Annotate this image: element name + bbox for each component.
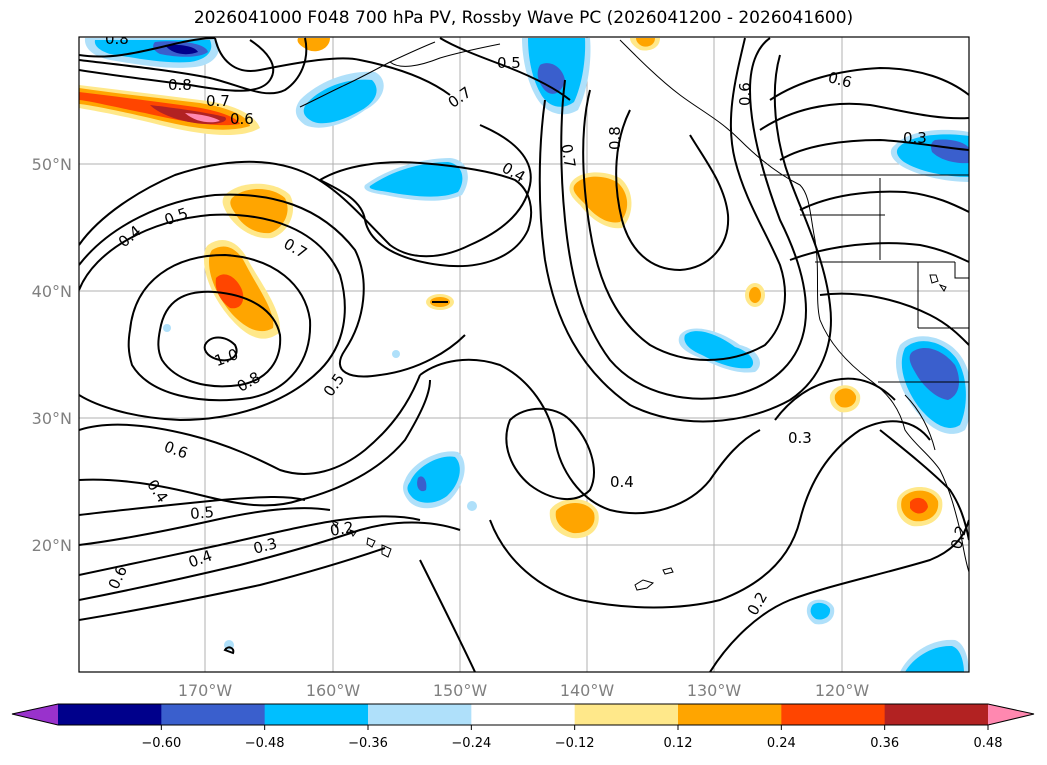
lat-label: 30°N [32, 409, 72, 428]
colorbar-tick-label: −0.24 [451, 736, 491, 751]
contour-label: 0.2 [947, 523, 971, 551]
contour-label: 0.4 [610, 473, 634, 491]
colorbar-cells [58, 704, 989, 725]
colorbar-tick-label: −0.12 [555, 736, 595, 751]
contour-label: 0.5 [497, 54, 521, 72]
contour-label: 0.3 [788, 429, 812, 447]
colorbar-tick-label: 0.24 [767, 736, 796, 751]
colorbar-extend-low [12, 704, 58, 725]
map-frame [78, 36, 970, 673]
colorbar-cell [574, 704, 679, 725]
colorbar-outline [11, 703, 1035, 726]
colorbar-cell [58, 704, 162, 725]
colorbar-ticks: −0.60 −0.48 −0.36 −0.24 −0.12 0.12 0.24 0.36 0.4… [141, 725, 1003, 751]
colorbar-tick-label: −0.60 [141, 736, 181, 751]
colorbar-tick-label: −0.48 [245, 736, 285, 751]
map-content: 0.8 0.8 0.7 0.6 0.5 0.7 0.4 0.7 0.8 0.6 … [79, 30, 971, 672]
contour-label: 0.5 [189, 503, 214, 523]
longitude-labels: 170°W 160°W 150°W 140°W 130°W 120°W [178, 681, 870, 700]
contour-label: 0.6 [230, 110, 254, 128]
contour-label: 0.3 [903, 129, 927, 147]
lon-label: 170°W [178, 681, 233, 700]
colorbar-tick-label: 0.12 [664, 736, 693, 751]
colorbar-extend-high [988, 704, 1034, 725]
map-background [79, 37, 969, 672]
contour-label: 0.2 [329, 518, 356, 540]
chart-title: 2026041000 F048 700 hPa PV, Rossby Wave … [193, 8, 854, 28]
colorbar-cell [884, 704, 989, 725]
colorbar-cell [781, 704, 886, 725]
colorbar-tick-label: 0.48 [974, 736, 1003, 751]
contour-labels: 0.8 0.8 0.7 0.6 0.5 0.7 0.4 0.7 0.8 0.6 … [105, 30, 971, 619]
colorbar-tick-label: −0.36 [348, 736, 388, 751]
colorbar-tick-label: 0.36 [870, 736, 899, 751]
lat-label: 20°N [32, 536, 72, 555]
contour-label: 0.8 [105, 30, 129, 48]
pv-anomaly-shading [79, 38, 969, 672]
colorbar-cell [368, 704, 472, 725]
lon-label: 150°W [433, 681, 488, 700]
lon-label: 130°W [687, 681, 742, 700]
latitude-labels: 50°N 40°N 30°N 20°N [32, 155, 72, 555]
pv-contours [79, 37, 969, 672]
colorbar-cell [264, 704, 369, 725]
colorbar: −0.60 −0.48 −0.36 −0.24 −0.12 0.12 0.24 0.36 0.4… [11, 703, 1035, 751]
contour-label: 0.3 [251, 534, 279, 558]
lon-label: 160°W [306, 681, 361, 700]
contour-label: 0.8 [606, 126, 624, 150]
contour-label: 0.8 [168, 76, 192, 94]
coastlines [299, 39, 969, 591]
contour-label: 0.7 [206, 92, 230, 110]
lat-label: 40°N [32, 282, 72, 301]
contour-label: 0.6 [736, 82, 754, 106]
colorbar-cell [471, 704, 576, 725]
contour-label: 0.7 [557, 143, 579, 170]
contour-label: 0.6 [826, 68, 854, 92]
colorbar-cell [678, 704, 782, 725]
colorbar-cell [161, 704, 266, 725]
lat-label: 50°N [32, 155, 72, 174]
lon-label: 120°W [815, 681, 870, 700]
lon-label: 140°W [560, 681, 615, 700]
